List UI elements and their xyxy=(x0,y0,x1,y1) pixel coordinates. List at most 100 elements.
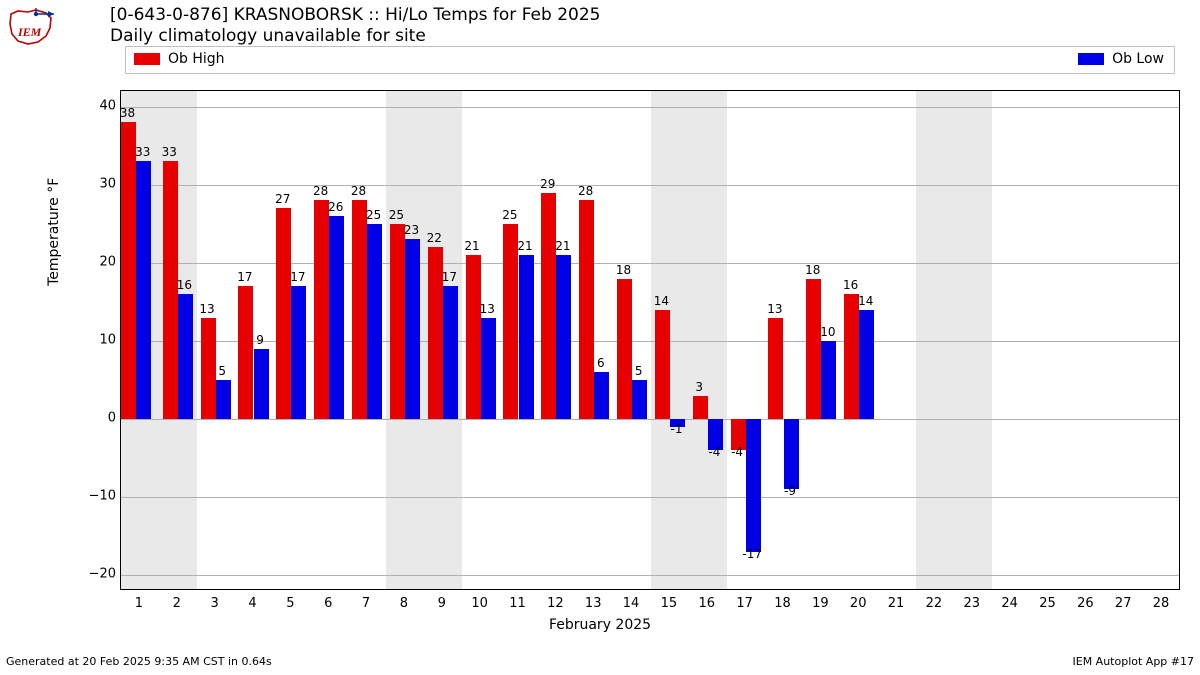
bar-value-label: 3 xyxy=(695,380,703,394)
bar-value-label: 23 xyxy=(404,223,419,237)
bar-high xyxy=(201,318,216,420)
bar-low xyxy=(443,286,458,419)
bar-value-label: 5 xyxy=(635,364,643,378)
bar-high xyxy=(806,279,821,420)
bar-low xyxy=(556,255,571,419)
bar-low xyxy=(367,224,382,419)
bar-value-label: 13 xyxy=(199,302,214,316)
bar-low xyxy=(519,255,534,419)
bar-value-label: -4 xyxy=(708,445,720,459)
bar-value-label: 13 xyxy=(480,302,495,316)
bar-value-label: 6 xyxy=(597,356,605,370)
bar-value-label: 5 xyxy=(218,364,226,378)
bar-low xyxy=(216,380,231,419)
bar-value-label: 27 xyxy=(275,192,290,206)
title-line-2: Daily climatology unavailable for site xyxy=(110,26,600,47)
bar-low xyxy=(178,294,193,419)
gridline xyxy=(121,185,1179,186)
title-line-1: [0-643-0-876] KRASNOBORSK :: Hi/Lo Temps… xyxy=(110,5,600,26)
x-tick-label: 17 xyxy=(730,596,760,611)
bar-low xyxy=(594,372,609,419)
bar-value-label: 18 xyxy=(805,263,820,277)
x-tick-label: 8 xyxy=(389,596,419,611)
y-tick-label: 30 xyxy=(76,176,116,191)
x-tick-label: 2 xyxy=(162,596,192,611)
y-tick-label: −10 xyxy=(76,489,116,504)
chart-plot-area xyxy=(120,90,1180,590)
bar-value-label: 29 xyxy=(540,177,555,191)
x-tick-label: 6 xyxy=(313,596,343,611)
x-tick-label: 21 xyxy=(881,596,911,611)
x-tick-label: 11 xyxy=(503,596,533,611)
bar-value-label: 25 xyxy=(389,208,404,222)
x-tick-label: 20 xyxy=(843,596,873,611)
bar-value-label: 28 xyxy=(351,184,366,198)
x-tick-label: 1 xyxy=(124,596,154,611)
bar-value-label: 22 xyxy=(427,231,442,245)
gridline xyxy=(121,575,1179,576)
bar-high xyxy=(276,208,291,419)
bar-value-label: 9 xyxy=(256,333,264,347)
bar-value-label: -1 xyxy=(671,422,683,436)
bar-value-label: 21 xyxy=(555,239,570,253)
footer-app: IEM Autoplot App #17 xyxy=(1073,655,1195,668)
bar-high xyxy=(352,200,367,419)
y-tick-label: −20 xyxy=(76,567,116,582)
bar-high xyxy=(121,122,136,419)
bar-low xyxy=(784,419,799,489)
weekend-band xyxy=(916,91,992,589)
bar-low xyxy=(136,161,151,419)
bar-value-label: 21 xyxy=(517,239,532,253)
bar-high xyxy=(503,224,518,419)
bar-value-label: 14 xyxy=(858,294,873,308)
chart-title: [0-643-0-876] KRASNOBORSK :: Hi/Lo Temps… xyxy=(110,5,600,48)
x-tick-label: 10 xyxy=(465,596,495,611)
x-tick-label: 23 xyxy=(957,596,987,611)
y-axis-label: Temperature °F xyxy=(46,178,62,286)
x-tick-label: 13 xyxy=(578,596,608,611)
bar-value-label: 14 xyxy=(654,294,669,308)
x-tick-label: 5 xyxy=(275,596,305,611)
bar-high xyxy=(617,279,632,420)
legend-item-high: Ob High xyxy=(134,51,225,67)
legend-item-low: Ob Low xyxy=(1078,51,1164,67)
x-tick-label: 12 xyxy=(540,596,570,611)
bar-high xyxy=(541,193,556,420)
x-tick-label: 18 xyxy=(768,596,798,611)
bar-value-label: 17 xyxy=(237,270,252,284)
legend-swatch-high xyxy=(134,53,160,65)
bar-low xyxy=(821,341,836,419)
bar-low xyxy=(329,216,344,419)
x-tick-label: 3 xyxy=(200,596,230,611)
bar-value-label: 25 xyxy=(366,208,381,222)
y-tick-label: 10 xyxy=(76,333,116,348)
bar-high xyxy=(655,310,670,419)
x-tick-label: 26 xyxy=(1070,596,1100,611)
bar-value-label: 16 xyxy=(843,278,858,292)
bar-value-label: 33 xyxy=(135,145,150,159)
bar-value-label: -17 xyxy=(742,547,762,561)
bar-high xyxy=(314,200,329,419)
gridline xyxy=(121,107,1179,108)
bar-value-label: 21 xyxy=(464,239,479,253)
bar-high xyxy=(163,161,178,419)
legend-label-high: Ob High xyxy=(168,51,225,67)
gridline xyxy=(121,419,1179,420)
bar-low xyxy=(632,380,647,419)
bar-value-label: 17 xyxy=(442,270,457,284)
x-tick-label: 14 xyxy=(616,596,646,611)
y-tick-label: 20 xyxy=(76,254,116,269)
bar-value-label: 28 xyxy=(578,184,593,198)
legend-swatch-low xyxy=(1078,53,1104,65)
bar-value-label: 28 xyxy=(313,184,328,198)
bar-value-label: 16 xyxy=(177,278,192,292)
x-tick-label: 4 xyxy=(238,596,268,611)
bar-value-label: 10 xyxy=(820,325,835,339)
x-tick-label: 25 xyxy=(1033,596,1063,611)
bar-value-label: -4 xyxy=(731,445,743,459)
bar-value-label: 38 xyxy=(120,106,135,120)
bar-high xyxy=(238,286,253,419)
footer-generated: Generated at 20 Feb 2025 9:35 AM CST in … xyxy=(6,655,272,668)
x-tick-label: 27 xyxy=(1108,596,1138,611)
x-axis-label: February 2025 xyxy=(0,617,1200,633)
